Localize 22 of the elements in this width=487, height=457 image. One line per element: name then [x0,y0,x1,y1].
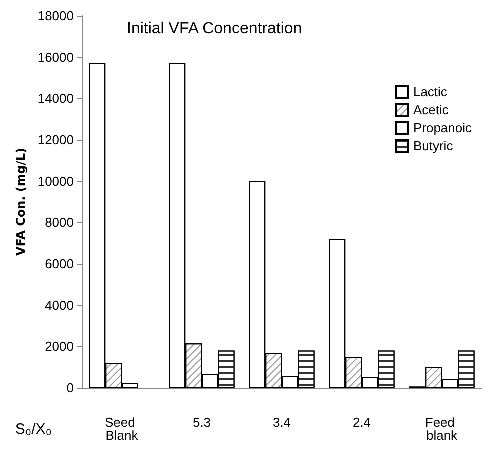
x-tick-label: 3.4 [272,415,292,430]
y-axis-title: VFA Con. (mg/L) [14,148,28,256]
y-tick-label: 16000 [38,50,74,65]
y-tick-label: 6000 [45,256,74,272]
y-tick-label: 2000 [45,339,74,354]
y-tick-label: 18000 [38,8,74,24]
x-tick-label: Seed Blank [105,415,139,443]
legend-label: Acetic [413,102,450,118]
y-tick-label: 8000 [45,215,74,230]
x-axis-title: S₀/X₀ [15,421,52,438]
y-tick-label: 4000 [45,298,74,313]
y-tick-label: 0 [66,380,74,396]
legend-label: Butyric [413,138,454,154]
y-tick-label: 10000 [38,174,74,189]
y-tick-label: 14000 [38,91,74,106]
y-tick-label: 12000 [38,132,74,148]
x-tick-label: 2.4 [352,415,372,430]
legend-label: Propanoic [413,120,472,136]
chart-title: Initial VFA Concentration [127,20,302,38]
x-tick-label: 5.3 [192,415,212,430]
x-tick-label: Feed blank [425,415,459,443]
legend-label: Lactic [413,84,448,100]
